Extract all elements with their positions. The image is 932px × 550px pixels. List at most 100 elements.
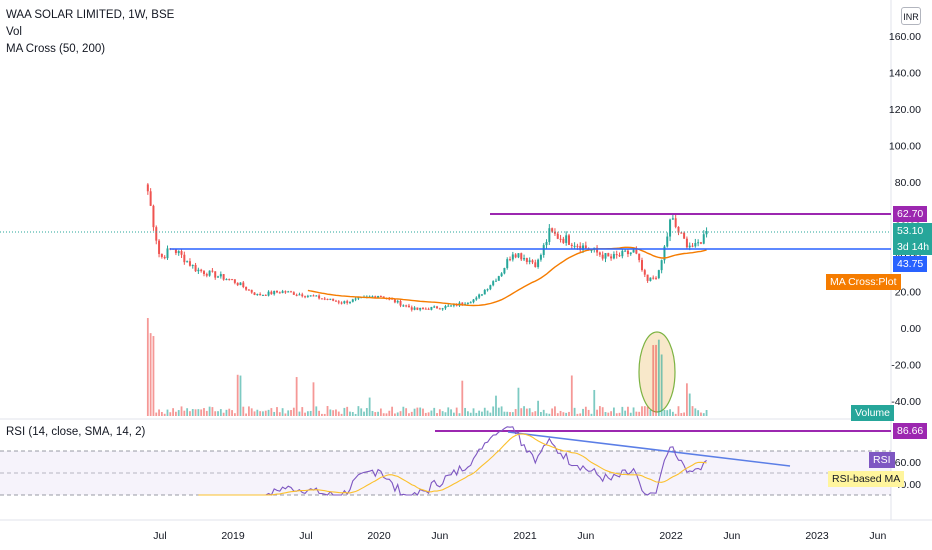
candle-body	[655, 277, 658, 279]
rsi-ma-tag: RSI-based MA	[828, 471, 905, 487]
volume-bar	[607, 412, 610, 416]
volume-bar	[175, 411, 177, 416]
volume-bar	[657, 339, 660, 416]
volume-bar	[697, 410, 700, 416]
candle-body	[500, 273, 503, 277]
vol-legend[interactable]: Vol	[6, 26, 22, 38]
price-tick-label: 160.00	[889, 31, 921, 43]
volume-bar	[214, 411, 217, 416]
currency-button[interactable]: INR	[901, 7, 921, 25]
candle-body	[177, 251, 180, 254]
candle-body	[343, 301, 346, 304]
candle-body	[281, 291, 284, 293]
last-price-value: 53.10	[897, 225, 924, 237]
rsi-legend[interactable]: RSI (14, close, SMA, 14, 2)	[6, 426, 146, 438]
volume-bar	[618, 412, 621, 416]
volume-bar	[408, 413, 410, 416]
candle-body	[337, 301, 340, 303]
candle-body	[438, 308, 441, 310]
candle-body	[326, 298, 329, 300]
candle-body	[469, 302, 472, 304]
candle-body	[663, 246, 666, 261]
candle-body	[517, 253, 520, 258]
volume-bar	[301, 407, 304, 416]
candle-body	[534, 262, 537, 267]
candle-body	[233, 279, 236, 283]
candle-body	[245, 286, 248, 290]
candle-body	[452, 304, 455, 306]
candle-body	[677, 226, 680, 233]
candle-body	[284, 291, 287, 293]
candle-body	[329, 298, 332, 300]
price-tick-label: 100.00	[889, 141, 921, 153]
ma-cross-legend[interactable]: MA Cross (50, 200)	[6, 43, 106, 55]
chart-title[interactable]: WAA SOLAR LIMITED, 1W, BSE	[6, 9, 175, 21]
volume-bar	[290, 410, 292, 416]
volume-bar	[511, 412, 514, 416]
volume-bar	[349, 411, 351, 416]
volume-bar	[312, 382, 315, 416]
candle-body	[346, 301, 349, 303]
volume-bar	[309, 410, 312, 416]
volume-bar	[444, 412, 447, 416]
support-price-tag: 43.75	[893, 256, 928, 272]
price-tick-label: 20.00	[895, 287, 921, 299]
volume-bar	[189, 411, 191, 416]
candle-body	[542, 245, 545, 256]
volume-bar	[172, 408, 175, 416]
ma-plot-tag: MA Cross:Plot	[826, 274, 901, 290]
candle-body	[441, 308, 444, 310]
candle-body	[612, 254, 615, 259]
volume-bar	[306, 411, 309, 416]
candle-body	[320, 298, 323, 300]
candle-body	[340, 302, 343, 304]
candle-body	[553, 231, 556, 234]
candle-body	[197, 269, 200, 272]
volume-bar	[559, 410, 562, 416]
volume-bar	[663, 409, 666, 416]
volume-bar	[492, 406, 495, 416]
volume-bar	[295, 377, 298, 416]
candle-body	[239, 282, 242, 286]
time-axis[interactable]: Jul 2019 Jul 2020 Jun 2021 Jun 2022 Jun 2023 Jun	[153, 530, 886, 542]
candle-body	[492, 281, 495, 286]
candle-body	[295, 294, 298, 296]
candle-body	[242, 282, 245, 287]
rsi-trendline[interactable]	[507, 431, 791, 467]
volume-bar	[582, 408, 584, 416]
volume-bar	[624, 410, 627, 416]
candle-body	[483, 289, 486, 295]
volume-bar	[461, 380, 464, 416]
candle-body	[705, 231, 708, 235]
candle-body	[275, 290, 278, 293]
volume-bar	[540, 412, 542, 416]
volume-bar	[646, 406, 649, 416]
volume-bar	[231, 410, 233, 416]
volume-bar	[472, 408, 475, 416]
candle-body	[461, 302, 464, 305]
candle-body	[186, 261, 189, 263]
volume-bar	[360, 408, 363, 416]
candle-body	[601, 254, 604, 259]
candle-body	[158, 240, 161, 254]
candle-body	[149, 191, 152, 206]
volume-bar	[469, 412, 472, 416]
candle-body	[598, 252, 601, 255]
candle-body	[604, 253, 607, 259]
candle-body	[691, 245, 694, 247]
candle-body	[436, 306, 439, 309]
candle-body	[545, 241, 548, 246]
candle-body	[217, 276, 220, 278]
volume-bar	[340, 413, 343, 416]
volume-bar	[660, 354, 663, 416]
volume-bar	[537, 400, 540, 416]
rsi-line	[198, 426, 707, 496]
volume-bar	[424, 412, 427, 416]
volume-bar	[318, 410, 321, 416]
volume-bar	[655, 344, 657, 416]
candle-body	[191, 264, 194, 266]
candle-body	[160, 253, 163, 257]
volume-bar	[399, 411, 402, 416]
time-tick-label: 2023	[805, 530, 829, 542]
